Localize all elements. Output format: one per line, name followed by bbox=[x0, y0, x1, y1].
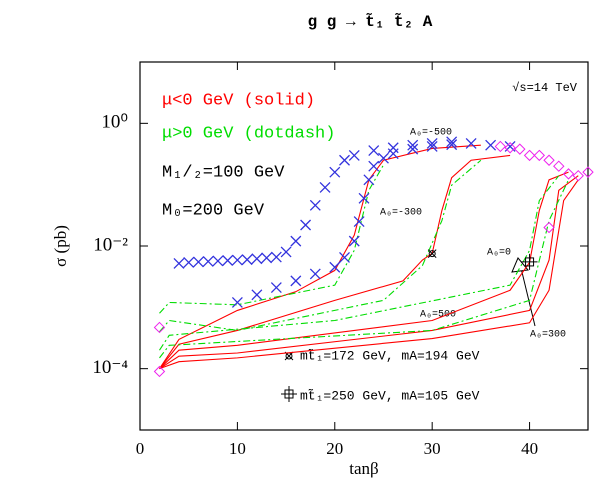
marker bbox=[426, 137, 438, 149]
line bbox=[159, 144, 481, 369]
marker bbox=[523, 149, 536, 162]
marker bbox=[251, 289, 263, 301]
marker bbox=[521, 253, 538, 270]
marker bbox=[183, 256, 195, 268]
line bbox=[159, 164, 384, 314]
marker bbox=[514, 143, 526, 155]
annotation: A₀=-300 bbox=[380, 208, 422, 219]
marker bbox=[231, 254, 243, 266]
marker bbox=[582, 166, 594, 178]
marker bbox=[446, 136, 458, 148]
annotation: M₁/₂=100 GeV bbox=[162, 163, 285, 182]
marker bbox=[446, 139, 458, 151]
y-tick-label: 10⁻² bbox=[93, 234, 128, 255]
line bbox=[159, 175, 579, 370]
marker bbox=[222, 255, 234, 266]
marker bbox=[329, 261, 341, 273]
marker bbox=[368, 160, 380, 172]
marker bbox=[153, 321, 166, 334]
marker bbox=[329, 166, 341, 178]
annotation: √s=14 TeV bbox=[512, 81, 578, 95]
annotation: A₀=300 bbox=[530, 330, 566, 341]
line bbox=[159, 159, 482, 333]
marker bbox=[339, 252, 350, 263]
annotation: μ>0 GeV (dotdash) bbox=[162, 124, 335, 143]
marker bbox=[202, 255, 214, 267]
x-tick-label: 40 bbox=[521, 439, 538, 458]
plot-frame bbox=[139, 61, 589, 431]
annotation: M₀=200 GeV bbox=[162, 201, 265, 220]
legend-marker bbox=[281, 386, 297, 402]
marker bbox=[173, 257, 185, 269]
marker bbox=[319, 182, 331, 193]
x-tick-label: 30 bbox=[424, 439, 441, 458]
annotation: μ<0 GeV (solid) bbox=[162, 91, 315, 110]
marker bbox=[407, 143, 419, 155]
marker bbox=[353, 216, 365, 228]
marker bbox=[543, 221, 555, 234]
line bbox=[159, 154, 511, 370]
marker bbox=[348, 235, 360, 247]
marker bbox=[553, 160, 565, 172]
marker bbox=[562, 168, 575, 180]
marker bbox=[309, 268, 321, 280]
marker bbox=[494, 140, 507, 153]
annotation: mt̃₁=250 GeV, mA=105 GeV bbox=[300, 388, 480, 404]
marker bbox=[504, 142, 516, 154]
marker bbox=[280, 246, 292, 258]
marker bbox=[363, 174, 375, 186]
marker bbox=[533, 149, 546, 162]
x-axis-label: tanβ bbox=[349, 459, 378, 478]
marker bbox=[300, 219, 312, 231]
marker bbox=[241, 254, 253, 266]
arrow bbox=[511, 257, 536, 327]
x-tick-label: 10 bbox=[229, 439, 246, 458]
marker bbox=[251, 253, 263, 265]
marker bbox=[427, 249, 437, 259]
marker bbox=[387, 142, 399, 154]
marker bbox=[270, 251, 282, 263]
y-axis-label: σ (pb) bbox=[51, 225, 70, 267]
marker bbox=[309, 199, 321, 211]
marker bbox=[485, 139, 497, 151]
x-tick-label: 0 bbox=[136, 439, 145, 458]
x-tick-label: 20 bbox=[326, 439, 343, 458]
chart-title: g g → t̃₁ t̃₂ A bbox=[308, 11, 433, 31]
marker bbox=[192, 256, 204, 268]
annotation: mt̃₁=172 GeV, mA=194 GeV bbox=[300, 348, 480, 364]
marker bbox=[261, 252, 273, 264]
marker bbox=[212, 255, 224, 267]
line bbox=[159, 175, 560, 351]
marker bbox=[348, 149, 360, 161]
marker bbox=[543, 154, 555, 166]
marker bbox=[290, 275, 302, 287]
y-tick-label: 10⁻⁴ bbox=[92, 357, 128, 378]
y-tick-label: 10⁰ bbox=[101, 112, 128, 133]
marker bbox=[407, 139, 419, 151]
marker bbox=[465, 137, 477, 149]
marker bbox=[153, 365, 166, 378]
marker bbox=[572, 169, 584, 182]
marker bbox=[270, 282, 282, 294]
marker bbox=[387, 148, 399, 160]
annotation: A₀=500 bbox=[420, 310, 456, 321]
marker bbox=[290, 235, 302, 247]
marker bbox=[339, 154, 350, 166]
line bbox=[159, 179, 570, 359]
marker bbox=[358, 192, 370, 204]
marker bbox=[426, 140, 438, 152]
marker bbox=[368, 145, 380, 157]
line bbox=[159, 179, 579, 370]
annotation: A₀=0 bbox=[487, 248, 511, 259]
line bbox=[159, 171, 569, 370]
annotation: A₀=-500 bbox=[410, 128, 452, 139]
marker bbox=[231, 297, 243, 308]
marker bbox=[378, 152, 389, 164]
